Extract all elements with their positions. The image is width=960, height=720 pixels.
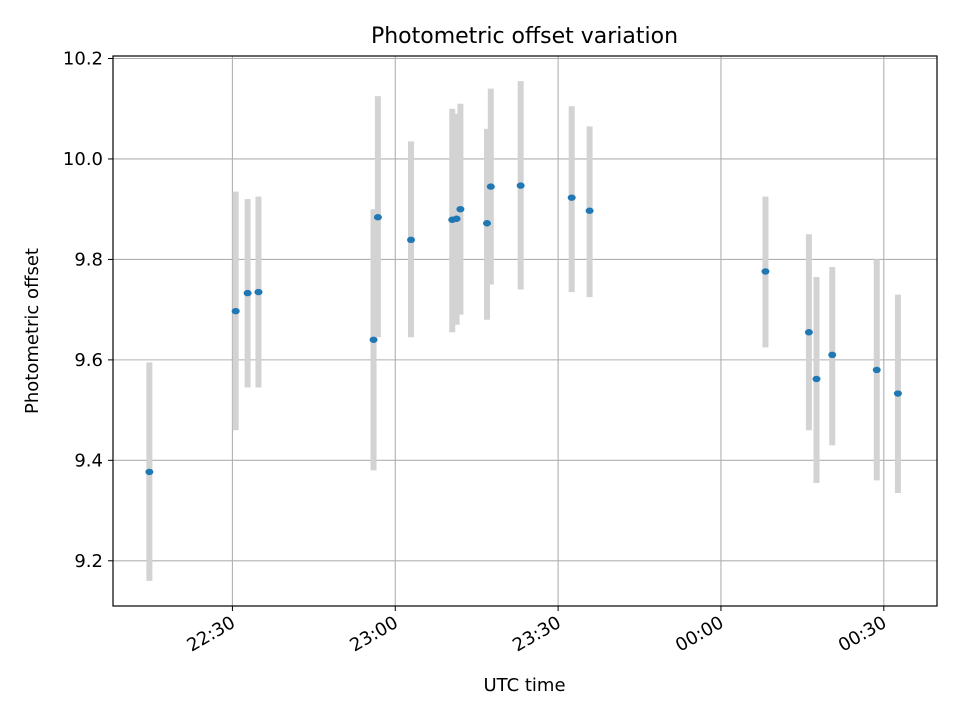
data-point: [243, 289, 252, 297]
data-point: [516, 182, 525, 189]
data-point: [585, 207, 594, 214]
data-point: [407, 236, 416, 244]
data-point: [254, 288, 263, 296]
data-point: [804, 329, 813, 336]
data-point: [486, 183, 495, 190]
data-point: [145, 468, 154, 476]
data-point: [761, 268, 770, 275]
data-point: [812, 375, 821, 383]
data-point: [828, 351, 837, 359]
data-point: [893, 390, 902, 397]
data-markers: [145, 182, 902, 476]
x-axis-label: UTC time: [483, 675, 565, 696]
data-point: [373, 214, 382, 221]
data-point: [567, 194, 576, 201]
y-axis-ticks: 9.2 9.4 9.6 9.8 10.0 10.2: [63, 49, 113, 572]
y-tick-label: 9.2: [74, 551, 103, 572]
y-tick-label: 10.2: [63, 49, 103, 70]
y-tick-label: 9.6: [74, 350, 103, 371]
data-point: [452, 215, 461, 222]
data-point: [483, 220, 492, 227]
data-point: [369, 336, 378, 343]
data-point: [231, 307, 240, 315]
data-point: [872, 366, 881, 374]
y-tick-label: 9.4: [74, 450, 103, 471]
plot-frame: [112, 55, 938, 607]
data-point: [456, 205, 465, 213]
y-tick-label: 9.8: [74, 249, 103, 270]
y-tick-label: 10.0: [63, 149, 103, 170]
chart-title: Photometric offset variation: [371, 24, 678, 49]
y-axis-label: Photometric offset: [22, 248, 43, 414]
